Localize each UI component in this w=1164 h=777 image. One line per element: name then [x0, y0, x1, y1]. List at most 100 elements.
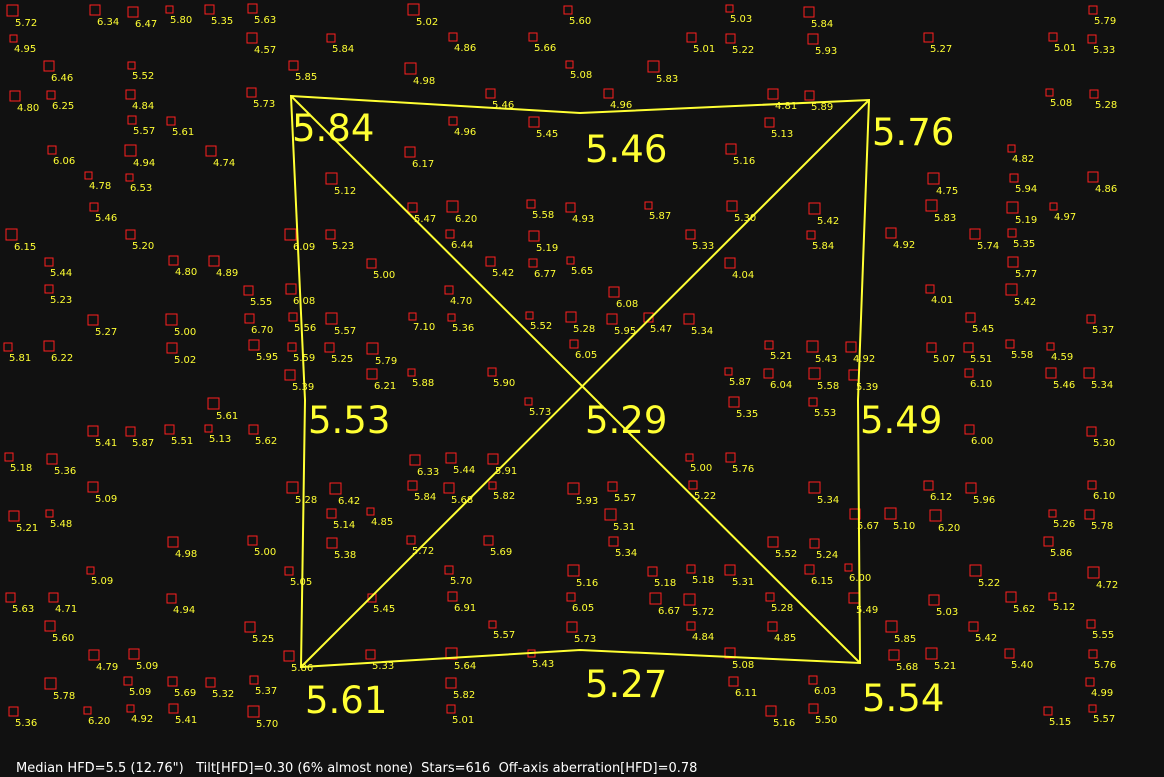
star-hfd-label: 4.89	[216, 268, 238, 279]
star-box	[725, 143, 737, 155]
star-box	[849, 508, 861, 520]
star-hfd-label: 5.72	[692, 607, 714, 618]
star-box	[566, 256, 575, 265]
star-hfd-label: 5.82	[493, 491, 515, 502]
star-box	[1005, 339, 1015, 349]
star-hfd-label: 5.62	[255, 436, 277, 447]
star-hfd-label: 5.95	[614, 326, 636, 337]
star-hfd-label: 5.28	[295, 495, 317, 506]
star-hfd-label: 5.44	[50, 268, 72, 279]
star-hfd-label: 5.58	[532, 210, 554, 221]
star-hfd-label: 5.09	[129, 687, 151, 698]
star-hfd-label: 5.33	[372, 661, 394, 672]
star-box	[284, 228, 297, 241]
star-box	[448, 116, 458, 126]
star-hfd-label: 5.88	[412, 378, 434, 389]
star-hfd-label: 5.57	[1093, 714, 1115, 725]
star-box	[444, 285, 454, 295]
star-box	[1083, 367, 1095, 379]
tilt-grid	[289, 94, 871, 669]
star-box	[1046, 342, 1055, 351]
star-box	[608, 536, 619, 547]
star-box	[409, 454, 421, 466]
star-box	[724, 257, 736, 269]
star-hfd-label: 5.42	[975, 633, 997, 644]
star-box	[444, 565, 454, 575]
star-box	[246, 87, 257, 98]
star-hfd-label: 4.79	[96, 662, 118, 673]
star-box	[443, 482, 455, 494]
star-hfd-label: 5.58	[817, 381, 839, 392]
star-hfd-label: 5.69	[490, 547, 512, 558]
star-box	[844, 563, 853, 572]
star-box	[525, 311, 534, 320]
star-box	[884, 507, 897, 520]
star-box	[1087, 480, 1097, 490]
star-box	[807, 33, 819, 45]
star-hfd-label: 5.19	[536, 243, 558, 254]
star-box	[764, 117, 775, 128]
star-hfd-label: 5.25	[252, 634, 274, 645]
star-hfd-label: 5.07	[933, 354, 955, 365]
star-box	[248, 339, 260, 351]
star-box	[566, 621, 578, 633]
star-hfd-label: 5.36	[15, 718, 37, 729]
star-box	[127, 6, 139, 18]
star-hfd-label: 6.00	[971, 436, 993, 447]
star-hfd-label: 5.74	[977, 241, 999, 252]
star-hfd-label: 5.46	[1053, 380, 1075, 391]
star-box	[207, 397, 220, 410]
star-hfd-label: 5.23	[50, 295, 72, 306]
star-hfd-label: 5.19	[1015, 215, 1037, 226]
star-box	[87, 481, 99, 493]
star-hfd-label: 5.57	[334, 326, 356, 337]
star-box	[448, 32, 458, 42]
star-box	[969, 228, 981, 240]
star-hfd-label: 5.72	[15, 18, 37, 29]
star-box	[247, 535, 258, 546]
star-hfd-label: 5.37	[255, 686, 277, 697]
star-hfd-label: 5.28	[573, 324, 595, 335]
star-hfd-label: 4.78	[89, 181, 111, 192]
star-box	[1048, 509, 1057, 518]
star-box	[567, 482, 580, 495]
star-hfd-label: 6.17	[412, 159, 434, 170]
star-hfd-label: 5.00	[254, 547, 276, 558]
star-hfd-label: 5.03	[936, 607, 958, 618]
star-box	[125, 89, 136, 100]
star-box	[926, 342, 937, 353]
star-hfd-label: 5.22	[978, 578, 1000, 589]
star-hfd-label: 4.99	[1091, 688, 1113, 699]
star-box	[808, 703, 819, 714]
star-box	[1006, 201, 1019, 214]
star-box	[248, 424, 259, 435]
star-hfd-label: 6.70	[251, 325, 273, 336]
star-hfd-label: 6.42	[338, 496, 360, 507]
star-hfd-label: 5.45	[972, 324, 994, 335]
star-hfd-label: 4.96	[454, 127, 476, 138]
star-hfd-label: 5.85	[295, 72, 317, 83]
star-box	[44, 677, 57, 690]
star-box	[46, 90, 56, 100]
star-box	[487, 367, 497, 377]
star-hfd-label: 5.27	[930, 44, 952, 55]
star-hfd-label: 5.93	[815, 46, 837, 57]
star-hfd-label: 4.81	[775, 101, 797, 112]
star-hfd-label: 5.57	[614, 493, 636, 504]
star-hfd-label: 5.77	[1015, 269, 1037, 280]
star-hfd-label: 5.12	[334, 186, 356, 197]
star-hfd-label: 5.16	[773, 718, 795, 729]
star-hfd-label: 5.84	[811, 19, 833, 30]
star-box	[127, 115, 137, 125]
star-box	[283, 650, 295, 662]
star-hfd-label: 6.04	[770, 380, 792, 391]
star-box	[487, 453, 499, 465]
star-hfd-label: 5.41	[175, 715, 197, 726]
star-box	[445, 229, 455, 239]
star-box	[445, 677, 457, 689]
star-box	[124, 144, 137, 157]
star-box	[366, 368, 378, 380]
star-hfd-label: 4.85	[774, 633, 796, 644]
star-hfd-label: 5.18	[692, 575, 714, 586]
